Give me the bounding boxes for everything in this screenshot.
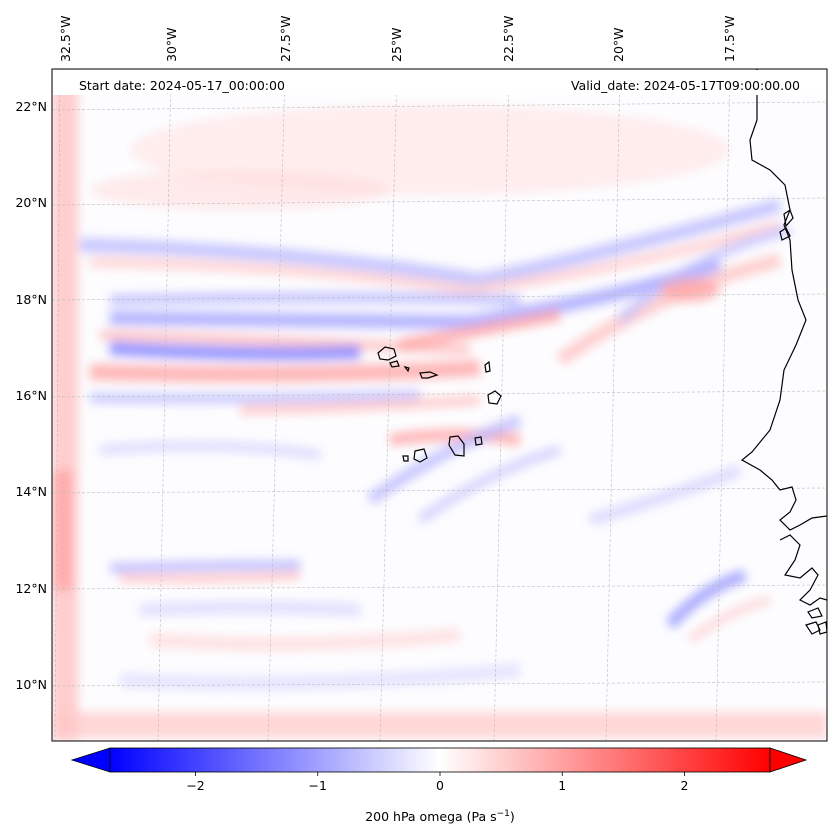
date-label-strip (53, 70, 827, 95)
lon-tick-label: 27.5°W (278, 16, 293, 62)
lat-tick-label: 16°N (15, 388, 47, 403)
colorbar-label: 200 hPa omega (Pa s−1) (365, 809, 515, 824)
colorbar-max-extend (769, 747, 808, 773)
lon-tick-label: 25°W (389, 27, 404, 62)
colorbar-tick-label: −2 (186, 778, 204, 793)
colorbar: −2 −1 0 1 2 200 hPa omega (Pa s−1) (70, 747, 808, 824)
lon-tick-label: 20°W (611, 27, 626, 62)
lat-tick-label: 10°N (15, 677, 47, 692)
lon-tick-label: 17.5°W (722, 16, 737, 62)
valid-date-label: Valid_date: 2024-05-17T09:00:00.00 (571, 78, 800, 93)
latitude-labels: 22°N 20°N 18°N 16°N 14°N 12°N 10°N (15, 99, 47, 692)
colorbar-label-prefix: 200 hPa omega (Pa s (365, 809, 496, 824)
colorbar-tick-label: 0 (436, 778, 444, 793)
colorbar-min-extend (70, 747, 111, 773)
graticule (52, 69, 827, 741)
lat-tick-label: 18°N (15, 292, 47, 307)
lon-tick-label: 32.5°W (58, 16, 73, 62)
colorbar-label-exponent: −1 (497, 809, 510, 819)
colorbar-tick-label: 1 (558, 778, 566, 793)
omega-field (52, 69, 827, 741)
start-date-label: Start date: 2024-05-17_00:00:00 (79, 78, 285, 93)
lat-tick-label: 22°N (15, 99, 47, 114)
colorbar-tick-label: 2 (680, 778, 688, 793)
colorbar-gradient (110, 748, 770, 772)
lat-tick-label: 14°N (15, 484, 47, 499)
map-frame (51, 68, 828, 742)
africa-coastline (740, 69, 827, 531)
lon-tick-label: 30°W (164, 27, 179, 62)
lat-tick-label: 20°N (15, 195, 47, 210)
cape-verde-islands (377, 346, 397, 361)
colorbar-tick-label: −1 (309, 778, 327, 793)
coastlines (377, 69, 827, 635)
longitude-labels: 32.5°W 30°W 27.5°W 25°W 22.5°W 20°W 17.5… (58, 16, 737, 62)
lat-tick-label: 12°N (15, 581, 47, 596)
colorbar-ticks: −2 −1 0 1 2 (186, 772, 688, 793)
lon-tick-label: 22.5°W (501, 16, 516, 62)
colorbar-label-suffix: ) (510, 809, 515, 824)
